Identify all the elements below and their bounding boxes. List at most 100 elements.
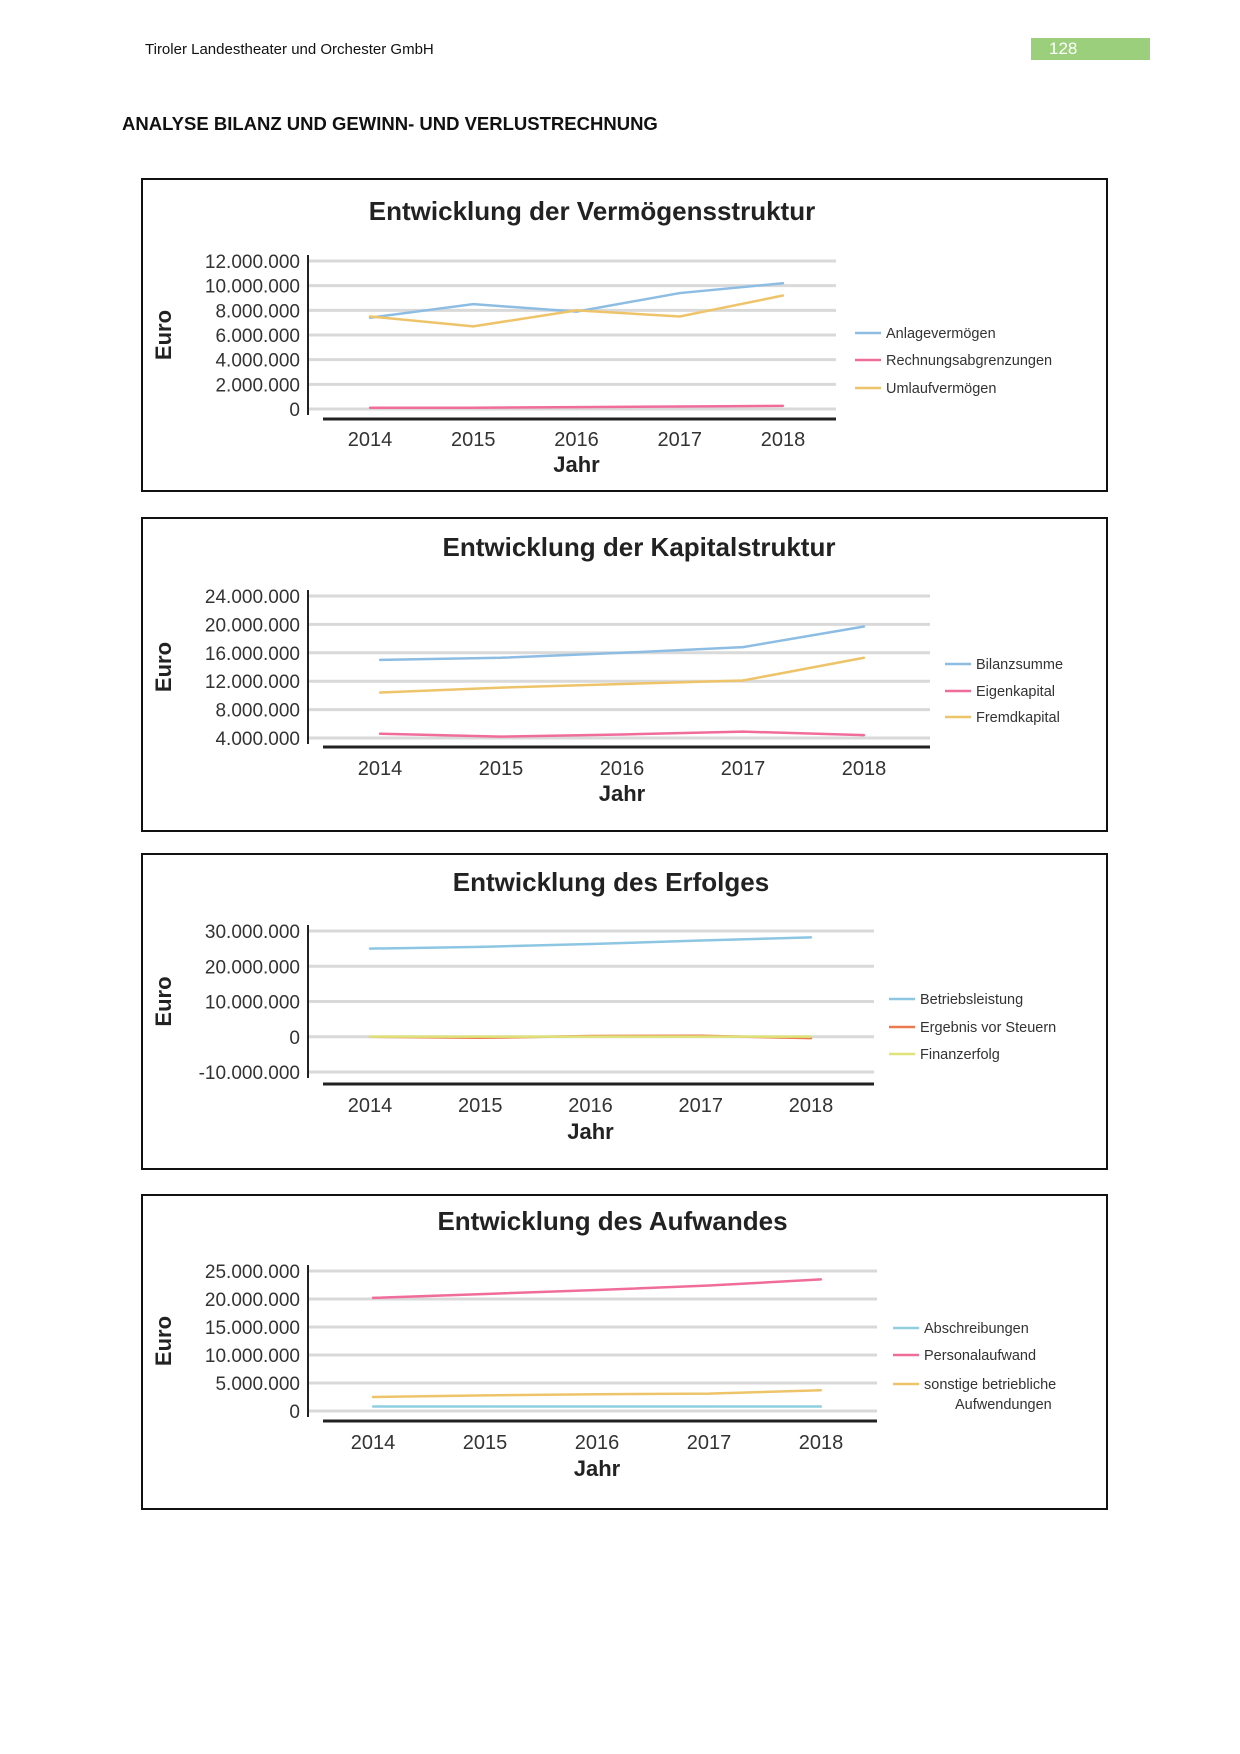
x-tick-label: 2014 bbox=[348, 429, 393, 451]
x-tick-label: 2015 bbox=[463, 1432, 508, 1454]
data-point bbox=[862, 656, 866, 659]
data-point bbox=[368, 315, 372, 318]
x-axis-title: Jahr bbox=[567, 1119, 614, 1144]
legend-label: Betriebsleistung bbox=[920, 992, 1023, 1008]
y-tick-label: 0 bbox=[289, 1028, 300, 1049]
data-point bbox=[368, 947, 372, 950]
data-point bbox=[575, 309, 578, 312]
chart-kapitalstruktur: Entwicklung der Kapitalstruktur 24.000.00… bbox=[141, 517, 1108, 832]
data-point bbox=[699, 1035, 702, 1038]
data-point bbox=[741, 645, 745, 649]
data-point bbox=[678, 405, 681, 408]
data-point bbox=[575, 405, 578, 409]
chart-svg: Entwicklung der Kapitalstruktur 24.000.00… bbox=[151, 532, 1063, 806]
data-point bbox=[781, 404, 785, 408]
x-tick-label: 2018 bbox=[842, 758, 887, 780]
series-line-1 bbox=[372, 1278, 822, 1300]
y-axis-title: Euro bbox=[151, 310, 176, 360]
chart-title: Entwicklung der Vermögensstruktur bbox=[369, 196, 815, 226]
data-point bbox=[499, 686, 503, 689]
data-point bbox=[620, 682, 624, 686]
data-point bbox=[741, 730, 745, 733]
data-point bbox=[499, 735, 503, 738]
data-point bbox=[862, 625, 866, 628]
y-axis-title: Euro bbox=[151, 1316, 176, 1366]
data-point bbox=[595, 1393, 599, 1396]
data-point bbox=[781, 282, 785, 285]
y-tick-label: 12.000.000 bbox=[205, 252, 300, 273]
y-tick-label: 20.000.000 bbox=[205, 1290, 300, 1311]
data-point bbox=[499, 656, 503, 659]
x-tick-label: 2018 bbox=[799, 1432, 844, 1454]
data-point bbox=[620, 651, 624, 654]
page-number: 128 bbox=[1031, 38, 1150, 60]
data-point bbox=[620, 733, 624, 736]
chart-svg: Entwicklung der Vermögensstruktur 12.000.… bbox=[151, 196, 1052, 477]
y-tick-label: 10.000.000 bbox=[205, 277, 300, 298]
legend-label: Personalaufwand bbox=[924, 1348, 1036, 1364]
x-tick-label: 2014 bbox=[358, 758, 403, 780]
x-axis-title: Jahr bbox=[574, 1456, 621, 1481]
data-point bbox=[378, 732, 382, 735]
data-point bbox=[699, 939, 702, 942]
y-axis-title: Euro bbox=[151, 642, 176, 692]
legend-label: Fremdkapital bbox=[976, 710, 1060, 726]
data-point bbox=[371, 1405, 375, 1408]
data-point bbox=[378, 691, 382, 694]
data-point bbox=[707, 1284, 711, 1287]
y-tick-label: 8.000.000 bbox=[215, 301, 300, 322]
chart-svg: Entwicklung des Aufwandes 25.000.000 20.00… bbox=[151, 1206, 1056, 1481]
data-point bbox=[809, 936, 813, 939]
data-point bbox=[707, 1405, 711, 1408]
chart-title: Entwicklung des Erfolges bbox=[453, 867, 769, 897]
y-tick-label: 4.000.000 bbox=[215, 351, 300, 372]
x-tick-label: 2014 bbox=[351, 1432, 396, 1454]
data-point bbox=[809, 1035, 813, 1038]
data-point bbox=[472, 325, 475, 328]
chart-svg: Entwicklung des Erfolges 30.000.000 20.000… bbox=[151, 867, 1056, 1144]
y-tick-label: 5.000.000 bbox=[215, 1374, 300, 1395]
x-tick-label: 2016 bbox=[575, 1432, 620, 1454]
data-point bbox=[595, 1288, 599, 1292]
legend-label: Abschreibungen bbox=[924, 1321, 1029, 1337]
section-title: ANALYSE BILANZ UND GEWINN- UND VERLUSTRE… bbox=[122, 113, 658, 134]
x-tick-label: 2017 bbox=[721, 758, 766, 780]
y-axis-title: Euro bbox=[151, 976, 176, 1026]
x-tick-label: 2016 bbox=[554, 429, 599, 451]
chart-erfolg: Entwicklung des Erfolges 30.000.000 20.000… bbox=[141, 853, 1108, 1170]
data-point bbox=[472, 406, 475, 409]
x-axis-title: Jahr bbox=[553, 452, 600, 477]
data-point bbox=[479, 945, 482, 949]
legend-label: sonstige betriebliche Aufwendungen bbox=[924, 1377, 1056, 1413]
data-point bbox=[371, 1296, 375, 1300]
y-tick-label: 25.000.000 bbox=[205, 1262, 300, 1283]
legend-label: Umlaufvermögen bbox=[886, 381, 996, 397]
chart-title: Entwicklung des Aufwandes bbox=[437, 1206, 787, 1236]
data-point bbox=[371, 1395, 375, 1399]
x-tick-label: 2018 bbox=[789, 1095, 834, 1117]
x-tick-label: 2015 bbox=[458, 1095, 503, 1117]
legend-label: Rechnungsabgrenzungen bbox=[886, 353, 1052, 369]
legend-label: Anlagevermögen bbox=[886, 326, 996, 342]
x-tick-label: 2017 bbox=[658, 429, 703, 451]
x-tick-label: 2017 bbox=[687, 1432, 732, 1454]
y-tick-label: 30.000.000 bbox=[205, 922, 300, 943]
x-axis-title: Jahr bbox=[599, 781, 646, 806]
company-header: Tiroler Landestheater und Orchester GmbH bbox=[145, 41, 434, 58]
x-tick-label: 2016 bbox=[568, 1095, 613, 1117]
data-point bbox=[595, 1405, 599, 1408]
y-tick-label: 16.000.000 bbox=[205, 644, 300, 665]
data-point bbox=[862, 733, 866, 737]
y-tick-label: 20.000.000 bbox=[205, 957, 300, 978]
y-tick-label: 0 bbox=[289, 400, 300, 421]
chart-title: Entwicklung der Kapitalstruktur bbox=[443, 532, 836, 562]
data-point bbox=[678, 291, 681, 295]
data-point bbox=[741, 679, 745, 682]
y-tick-label: 12.000.000 bbox=[205, 672, 300, 693]
data-point bbox=[479, 1035, 482, 1038]
data-point bbox=[678, 315, 681, 318]
data-point bbox=[483, 1405, 487, 1408]
chart-vermoegensstruktur: Entwicklung der Vermögensstruktur 12.000.… bbox=[141, 178, 1108, 492]
legend-label: Eigenkapital bbox=[976, 684, 1055, 700]
x-tick-label: 2015 bbox=[479, 758, 524, 780]
